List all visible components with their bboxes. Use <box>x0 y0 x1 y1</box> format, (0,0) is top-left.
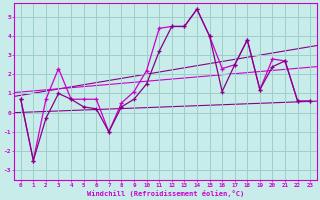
X-axis label: Windchill (Refroidissement éolien,°C): Windchill (Refroidissement éolien,°C) <box>87 190 244 197</box>
